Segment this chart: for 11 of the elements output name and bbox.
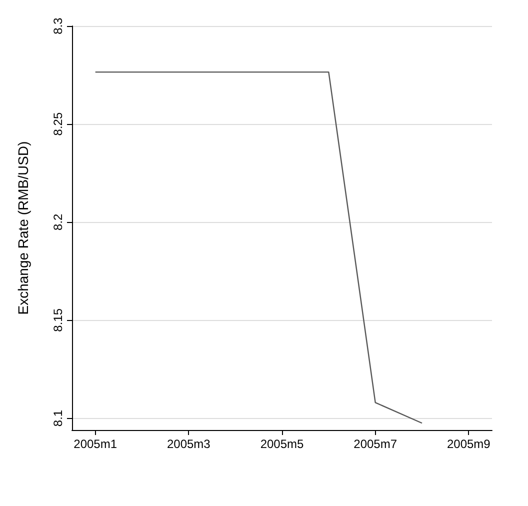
x-tick-label: 2005m9 bbox=[446, 437, 491, 451]
x-tick-label: 2005m1 bbox=[74, 437, 118, 451]
y-axis-title: Exchange Rate (RMB/USD) bbox=[15, 141, 31, 315]
y-tick-label: 8.2 bbox=[51, 213, 65, 230]
y-tick-label: 8.15 bbox=[51, 308, 65, 332]
x-tick-label: 2005m5 bbox=[260, 437, 304, 451]
x-tick-label: 2005m3 bbox=[166, 437, 211, 451]
x-tick-label: 2005m7 bbox=[354, 437, 398, 451]
y-tick-label: 8.1 bbox=[51, 410, 65, 427]
y-tick-label: 8.25 bbox=[51, 112, 65, 136]
y-tick-label: 8.3 bbox=[51, 17, 65, 34]
